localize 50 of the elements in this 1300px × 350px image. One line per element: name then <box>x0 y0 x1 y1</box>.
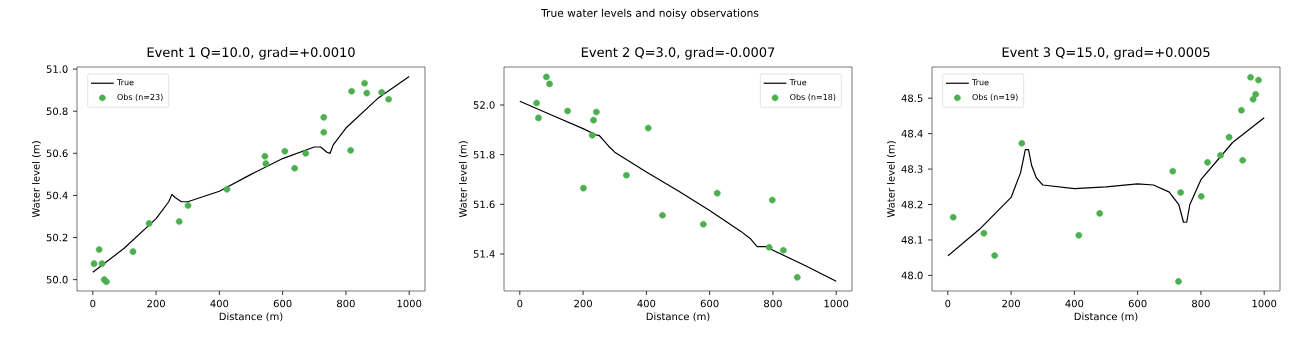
x-axis-title: Distance (m) <box>219 312 283 322</box>
y-tick-label: 50.0 <box>46 275 68 284</box>
y-tick-label: 48.2 <box>901 200 923 209</box>
legend-label: Obs (n=18) <box>790 93 836 101</box>
y-tick-label: 51.8 <box>473 150 495 159</box>
y-tick-label: 48.4 <box>901 129 923 138</box>
x-tick-label: 800 <box>1192 299 1210 308</box>
x-tick-label: 400 <box>210 299 229 308</box>
x-axis-title: Distance (m) <box>646 312 710 322</box>
x-tick-label: 400 <box>637 299 656 308</box>
x-tick-label: 600 <box>273 299 292 308</box>
x-tick-label: 200 <box>147 299 165 308</box>
y-tick-label: 51.0 <box>46 65 68 73</box>
x-tick-label: 1000 <box>397 299 422 308</box>
x-axis-title: Distance (m) <box>1074 312 1138 322</box>
x-tick-label: 600 <box>700 299 719 308</box>
x-tick-label: 0 <box>90 299 96 308</box>
x-tick-label: 800 <box>764 299 782 308</box>
y-tick-label: 50.6 <box>46 149 68 158</box>
x-tick-label: 600 <box>1128 299 1147 308</box>
text: True water levels and noisy observations <box>541 8 759 20</box>
y-tick-label: 51.6 <box>473 200 495 209</box>
legend-label: True <box>116 79 134 86</box>
y-tick-label: 48.5 <box>901 94 923 102</box>
y-tick-label: 48.0 <box>901 271 923 280</box>
x-tick-label: 0 <box>945 299 951 308</box>
x-tick-label: 200 <box>574 299 592 308</box>
y-tick-label: 48.1 <box>901 236 923 244</box>
x-tick-label: 800 <box>337 299 355 308</box>
y-tick-label: 48.3 <box>901 165 923 173</box>
x-tick-label: 0 <box>517 299 523 308</box>
legend-label: True <box>971 79 989 86</box>
y-axis-title: Water level (m) <box>458 141 468 218</box>
x-tick-label: 1000 <box>1252 299 1277 308</box>
legend-label: Obs (n=23) <box>117 93 163 101</box>
y-axis-title: Water level (m) <box>886 141 896 218</box>
y-tick-label: 51.4 <box>473 250 495 258</box>
x-tick-label: 200 <box>1002 299 1020 308</box>
x-tick-label: 1000 <box>824 299 849 308</box>
y-axis-title: Water level (m) <box>31 141 41 218</box>
y-tick-label: 50.8 <box>46 107 68 115</box>
legend-label: Obs (n=19) <box>972 93 1018 101</box>
y-tick-label: 50.2 <box>46 233 68 242</box>
y-tick-label: 50.4 <box>46 191 68 200</box>
legend-label: True <box>789 79 807 86</box>
y-tick-label: 52.0 <box>473 101 495 109</box>
chart-title: Event 1 Q=10.0, grad=+0.0010 <box>147 47 355 60</box>
chart-title: Event 3 Q=15.0, grad=+0.0005 <box>1002 47 1210 60</box>
chart-title: Event 2 Q=3.0, grad=-0.0007 <box>581 47 775 60</box>
x-tick-label: 400 <box>1065 299 1084 308</box>
